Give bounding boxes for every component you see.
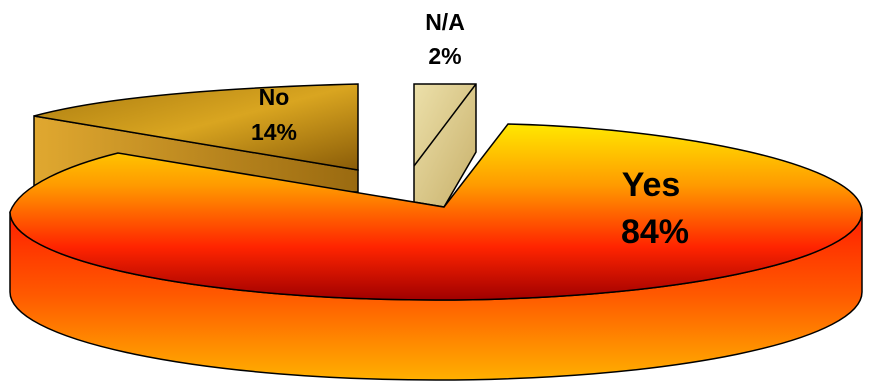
pie-value-label-no: 14%: [251, 119, 297, 145]
pie-value-label-yes: 84%: [621, 213, 689, 251]
pie-slice-no-top: [33, 83, 359, 171]
pie-slice-yes-top: [9, 123, 863, 301]
pie-label-yes: Yes: [622, 166, 681, 204]
pie-slice-na-face: [413, 83, 477, 208]
pie-slice-na-edge: [413, 83, 477, 167]
pie-slice-na: [413, 83, 477, 208]
pie-value-label-na: 2%: [428, 43, 461, 69]
pie-label-na: N/A: [425, 9, 465, 35]
pie-slice-yes: [9, 123, 863, 381]
pie-label-no: No: [259, 84, 290, 110]
